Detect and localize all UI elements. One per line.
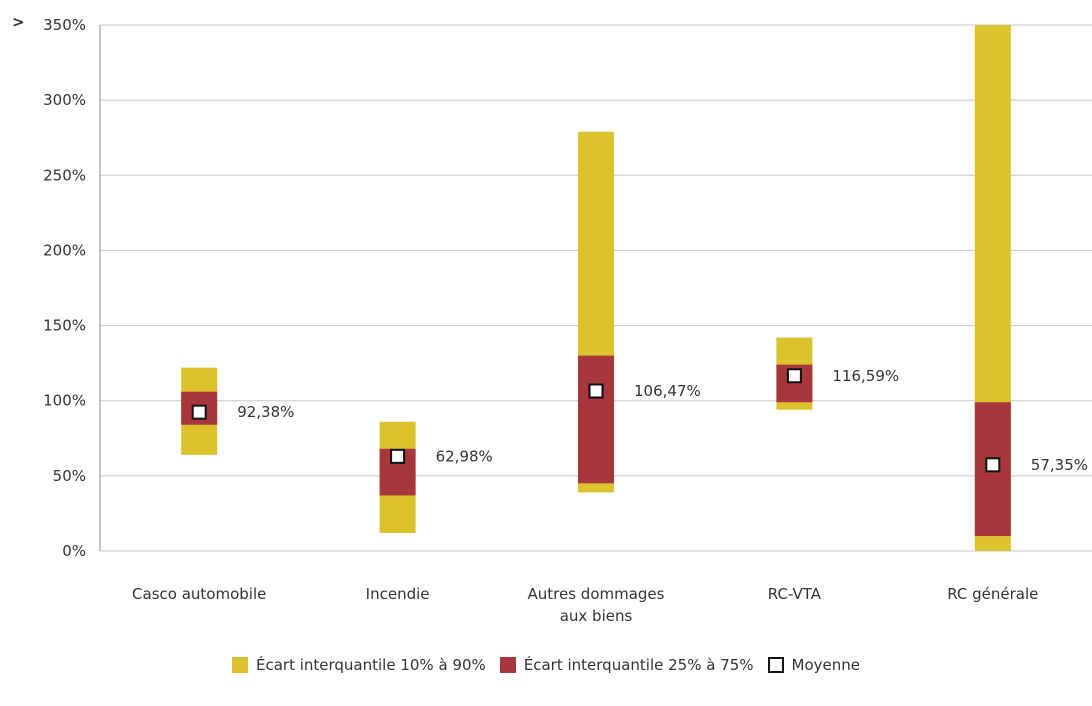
bars [181, 25, 1011, 551]
mean-label: 106,47% [634, 382, 701, 400]
legend-swatch-p10-90 [231, 657, 248, 673]
y-tick-label: 0% [62, 542, 86, 560]
legend-item-p10-90: Écart interquantile 10% à 90% [231, 656, 486, 674]
y-tick-label: 150% [43, 317, 86, 335]
y-tick-label: 350% [43, 16, 86, 34]
mean-marker [191, 404, 207, 420]
box-chart: 0% 50% 100% 150% 200% 250% 300% 350% > 92,38% Cas… [12, 13, 1092, 625]
y-tick-label: 250% [43, 166, 86, 184]
mean-marker [390, 448, 406, 464]
legend-swatch-p25-75 [499, 657, 516, 673]
legend-item-mean: Moyenne [767, 656, 861, 674]
mean-label: 57,35% [1031, 456, 1088, 474]
mean-marker [985, 457, 1001, 473]
category-label: Incendie [366, 585, 430, 603]
y-tick-label: 100% [43, 392, 86, 410]
category-label: Casco automobile [132, 585, 266, 603]
mean-label: 92,38% [237, 403, 294, 421]
bar-p25-p75 [578, 355, 614, 484]
category-label: RC-VTA [768, 585, 822, 603]
labels: 92,38% Casco automobile 62,98% Incendie 106,… [132, 367, 1088, 625]
legend-label-mean: Moyenne [791, 656, 861, 674]
category-label: Autres dommages [528, 585, 665, 603]
mean-label: 62,98% [436, 447, 493, 465]
legend-label-p10-90: Écart interquantile 10% à 90% [255, 656, 486, 674]
y-tick-label: 300% [43, 91, 86, 109]
y-overflow-marker: > [12, 13, 25, 31]
y-axis: 0% 50% 100% 150% 200% 250% 300% 350% > [12, 13, 101, 560]
mean-marker [786, 368, 802, 384]
legend-item-p25-75: Écart interquantile 25% à 75% [499, 656, 754, 674]
legend: Écart interquantile 10% à 90% Écart inte… [0, 652, 1092, 678]
y-tick-label: 200% [43, 241, 86, 259]
legend-label-p25-75: Écart interquantile 25% à 75% [523, 656, 754, 674]
category-label: RC générale [947, 585, 1038, 603]
legend-swatch-mean [767, 657, 784, 673]
mean-marker [588, 383, 604, 399]
category-label: aux biens [560, 607, 633, 625]
mean-label: 116,59% [832, 367, 899, 385]
y-tick-label: 50% [53, 467, 86, 485]
